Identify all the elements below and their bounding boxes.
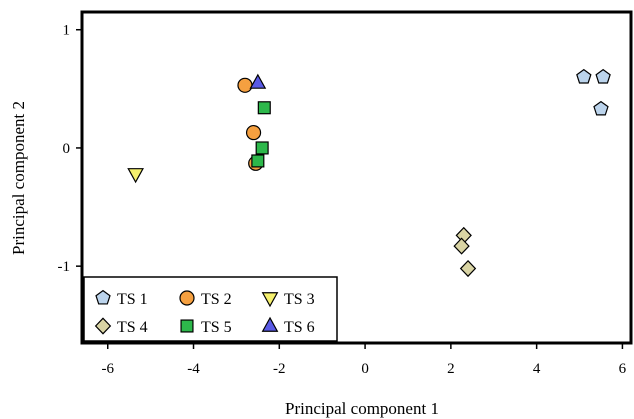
x-tick-label: -2 bbox=[273, 361, 286, 377]
data-points bbox=[127, 68, 611, 278]
point-ts-6 bbox=[249, 73, 267, 89]
legend-marker bbox=[179, 290, 195, 306]
point-ts-4 bbox=[459, 259, 477, 278]
legend-label: TS 6 bbox=[284, 319, 315, 336]
legend-label: TS 4 bbox=[117, 319, 148, 336]
point-ts-1 bbox=[576, 68, 592, 84]
point-ts-1 bbox=[595, 68, 611, 84]
x-tick-label: 4 bbox=[533, 361, 541, 377]
x-tick-label: 6 bbox=[619, 361, 627, 377]
legend-label: TS 5 bbox=[201, 319, 232, 336]
point-ts-3 bbox=[127, 168, 144, 184]
legend: TS 1 TS 2 TS 3 TS 4 TS 5 TS 6 bbox=[83, 276, 338, 342]
point-ts-2 bbox=[237, 77, 253, 93]
legend-marker bbox=[94, 317, 112, 335]
x-tick-label: 0 bbox=[361, 361, 369, 377]
y-tick-label: 1 bbox=[63, 23, 71, 39]
point-ts-1 bbox=[593, 100, 609, 116]
point-ts-5 bbox=[255, 141, 269, 155]
legend-marker bbox=[261, 316, 279, 332]
x-tick-label: -4 bbox=[187, 361, 200, 377]
x-axis-label: Principal component 1 bbox=[285, 399, 439, 418]
legend-label: TS 2 bbox=[201, 291, 232, 308]
x-tick-label: 2 bbox=[447, 361, 455, 377]
point-ts-2 bbox=[245, 124, 262, 141]
y-tick-label: -1 bbox=[58, 259, 71, 275]
y-axis-label: Principal component 2 bbox=[9, 101, 28, 255]
legend-box bbox=[83, 276, 338, 342]
point-ts-5 bbox=[257, 101, 271, 115]
legend-label: TS 3 bbox=[284, 291, 315, 308]
x-tick-label: -6 bbox=[101, 361, 114, 377]
point-ts-5 bbox=[251, 154, 265, 168]
y-tick-label: 0 bbox=[63, 141, 71, 157]
legend-label: TS 1 bbox=[117, 291, 148, 308]
legend-marker bbox=[261, 292, 279, 308]
legend-marker bbox=[95, 289, 111, 305]
legend-marker bbox=[180, 319, 194, 333]
axis-ticks: -6 -4 -2 0 2 4 6 1 0 -1 bbox=[58, 23, 627, 377]
point-ts-4 bbox=[453, 237, 470, 255]
